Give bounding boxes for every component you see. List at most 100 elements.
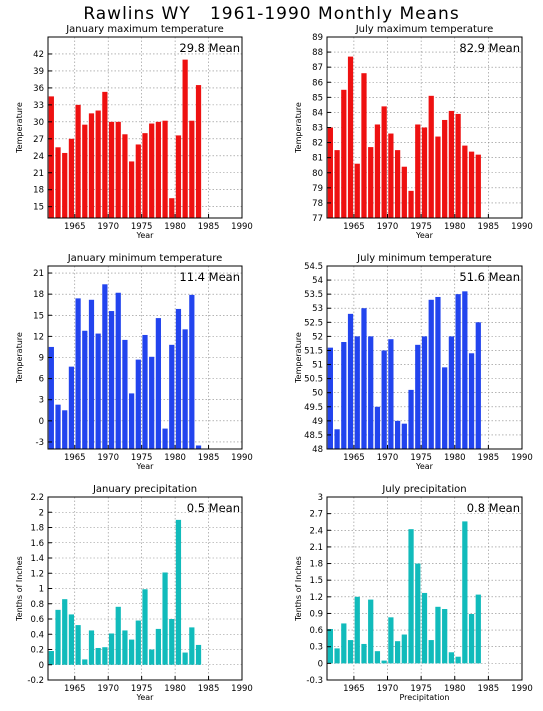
bar-1968: [95, 647, 101, 665]
bar-1966: [82, 124, 88, 218]
x-tick-label: 1980: [164, 684, 186, 694]
y-tick-label: 36: [33, 84, 44, 94]
x-tick-label: 1975: [410, 684, 432, 694]
y-axis-label: Tenths of Inches: [294, 556, 303, 622]
bar-1966: [361, 643, 367, 664]
y-tick-label: 49: [312, 417, 323, 427]
bar-1972: [401, 166, 407, 218]
bar-1977: [435, 296, 441, 449]
x-tick-label: 1985: [198, 222, 220, 232]
x-tick-label: 1970: [97, 684, 119, 694]
y-tick-label: 84: [312, 108, 323, 118]
bar-1971: [115, 606, 121, 665]
plot-frame: [47, 36, 243, 219]
bar-1964: [347, 313, 354, 449]
bar-1966: [361, 308, 367, 449]
bar-1979: [448, 336, 455, 449]
x-tick-label: 1965: [343, 684, 365, 694]
x-tick-label: 1975: [410, 222, 432, 232]
bar-1980: [175, 135, 182, 218]
bar-1968: [95, 333, 101, 449]
x-axis-label: Year: [415, 231, 434, 240]
y-tick-label: 52.5: [304, 318, 323, 328]
x-tick-label: 1965: [64, 222, 86, 232]
bar-1981: [182, 652, 188, 665]
y-tick-label: 15: [33, 203, 44, 213]
bar-1970: [388, 339, 394, 449]
x-tick-label: 1990: [511, 222, 533, 232]
bar-1977: [435, 606, 441, 664]
bar-1965: [354, 596, 360, 664]
bar-1965: [354, 163, 360, 218]
x-tick-label: 1980: [444, 222, 466, 232]
y-tick-label: 89: [312, 33, 323, 43]
bar-1980: [455, 113, 461, 218]
bar-1963: [62, 152, 68, 218]
bar-1973: [129, 639, 135, 665]
chart-title: January precipitation: [92, 484, 197, 495]
bar-1974: [415, 124, 421, 218]
bar-1980: [455, 294, 461, 449]
y-tick-label: 12: [33, 332, 44, 342]
bar-1980: [175, 308, 182, 449]
y-tick-label: 1.6: [30, 539, 44, 549]
y-tick-label: 1.4: [30, 554, 44, 564]
bar-1970: [108, 633, 115, 665]
y-axis-label: Tenths of Inches: [15, 556, 24, 622]
y-tick-label: 21: [33, 169, 44, 179]
x-tick-label: 1980: [444, 453, 466, 463]
bar-1975: [421, 127, 428, 218]
y-tick-label: 50: [312, 389, 323, 399]
bar-1973: [408, 389, 414, 449]
bar-1972: [122, 134, 128, 218]
y-tick-label: 78: [312, 199, 323, 209]
y-tick-label: 33: [33, 101, 44, 111]
bar-1976: [149, 123, 155, 218]
bar-1968: [95, 110, 101, 218]
bar-1962: [55, 147, 61, 218]
y-tick-label: 2: [39, 508, 44, 518]
y-tick-label: 2.1: [309, 543, 323, 553]
y-tick-label: 18: [33, 186, 44, 196]
y-tick-label: 0: [39, 417, 44, 427]
x-tick-label: 1975: [410, 453, 432, 463]
bar-1979: [169, 344, 175, 449]
bar-1961: [48, 346, 54, 449]
y-tick-label: 48.5: [304, 431, 323, 441]
y-tick-label: 0.8: [30, 600, 44, 610]
x-tick-label: 1980: [164, 222, 186, 232]
y-tick-label: 42: [33, 50, 44, 60]
bar-1981: [182, 59, 188, 218]
chart-title: July minimum temperature: [356, 253, 492, 264]
bar-1975: [421, 336, 428, 449]
bar-1976: [428, 640, 434, 664]
bar-1973: [129, 161, 135, 218]
bar-1971: [115, 292, 121, 449]
y-tick-label: 0.2: [30, 646, 44, 656]
y-tick-label: -3: [36, 438, 44, 448]
bar-1965: [354, 336, 360, 449]
bar-1965: [75, 104, 81, 218]
bar-1973: [408, 190, 414, 218]
x-tick-label: 1965: [64, 453, 86, 463]
bar-1962: [334, 429, 340, 449]
bar-1966: [82, 659, 88, 665]
bar-1974: [135, 620, 141, 665]
bar-1968: [374, 124, 381, 218]
x-tick-label: 1990: [511, 453, 533, 463]
bar-1973: [408, 529, 414, 664]
bar-1977: [155, 121, 161, 218]
x-axis-label: Year: [136, 231, 155, 240]
x-tick-label: 1975: [131, 684, 153, 694]
bar-1963: [341, 89, 347, 219]
y-tick-label: 0: [318, 659, 323, 669]
bar-1978: [162, 572, 168, 665]
y-tick-label: 1.2: [30, 569, 44, 579]
x-tick-label: 1970: [97, 453, 119, 463]
y-tick-label: 50.5: [304, 375, 323, 385]
bar-1975: [421, 592, 428, 664]
bar-1977: [155, 318, 161, 449]
